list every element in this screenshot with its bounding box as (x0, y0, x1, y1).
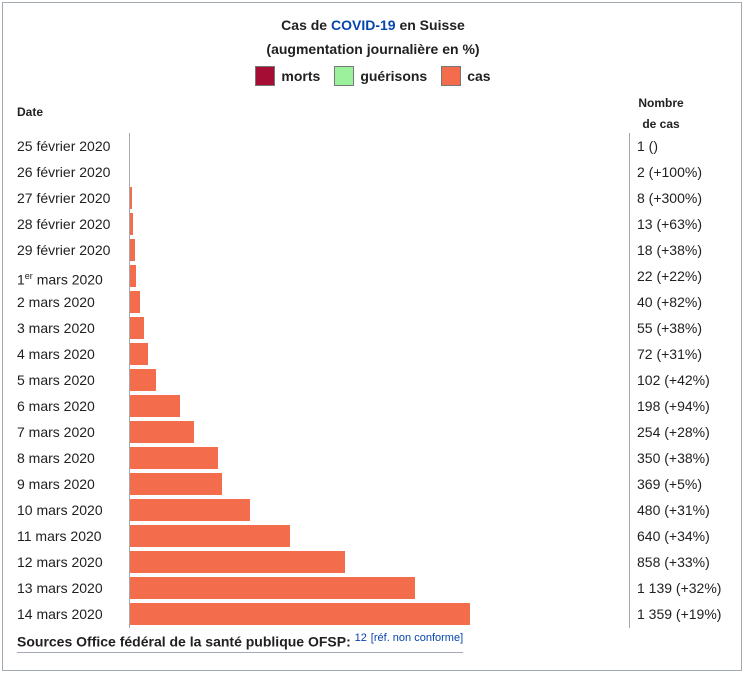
row-date: 11 mars 2020 (17, 528, 102, 544)
bar-cas (130, 239, 135, 261)
bar-cas (130, 499, 251, 521)
row-date-rest: mars 2020 (32, 271, 103, 288)
row-date: 1er mars 2020 (17, 263, 103, 289)
row-date: 10 mars 2020 (17, 502, 103, 518)
bar-cas (130, 395, 180, 417)
axis-left-line (129, 133, 130, 628)
legend-swatch-cas (441, 66, 462, 86)
bar-cas (130, 551, 345, 573)
row-value-label: 8 (+300%) (637, 190, 702, 206)
row-date: 14 mars 2020 (17, 606, 103, 622)
row-value-label: 254 (+28%) (637, 424, 710, 440)
bar-cas (130, 447, 218, 469)
bar-cas (130, 265, 136, 287)
row-value-label: 13 (+63%) (637, 216, 702, 232)
bar-cas (130, 421, 194, 443)
row-date: 26 février 2020 (17, 164, 111, 180)
legend-item-morts: morts (255, 66, 320, 86)
row-date: 12 mars 2020 (17, 554, 103, 570)
row-value-label: 198 (+94%) (637, 398, 710, 414)
row-value-label: 72 (+31%) (637, 346, 702, 362)
axis-right-line (629, 133, 630, 628)
bar-cas (130, 369, 156, 391)
row-date: 29 février 2020 (17, 242, 111, 258)
row-date: 4 mars 2020 (17, 346, 95, 362)
legend-label-morts: morts (281, 68, 321, 84)
bar-cas (130, 577, 415, 599)
bar-cas (130, 473, 223, 495)
bar-cas (130, 603, 470, 625)
legend-swatch-morts (255, 66, 276, 86)
bar-cas (130, 213, 134, 235)
chart-subtitle: (augmentation journalière en %) (266, 41, 480, 57)
legend-item-guerisons: guérisons (334, 66, 427, 86)
bar-cas (130, 317, 144, 339)
row-date: 27 février 2020 (17, 190, 111, 206)
legend-swatch-guerisons (334, 66, 355, 86)
row-value-label: 1 139 (+32%) (637, 580, 722, 596)
sources-line: Sources Office fédéral de la santé publi… (17, 632, 464, 653)
chart-title: Cas de COVID-19 en Suisse (0, 17, 746, 33)
sources-ref-number[interactable]: 12 (354, 632, 367, 644)
header-date: Date (17, 105, 44, 119)
row-date: 13 mars 2020 (17, 580, 103, 596)
row-value-label: 22 (+22%) (637, 268, 702, 284)
row-value-label: 350 (+38%) (637, 450, 710, 466)
sources-ref-note[interactable]: [réf. non conforme] (370, 632, 464, 644)
row-value-label: 55 (+38%) (637, 320, 702, 336)
row-value-label: 2 (+100%) (637, 164, 702, 180)
row-value-label: 640 (+34%) (637, 528, 710, 544)
row-date: 7 mars 2020 (17, 424, 95, 440)
title-prefix: Cas de (281, 17, 331, 33)
row-date: 8 mars 2020 (17, 450, 95, 466)
row-value-label: 480 (+31%) (637, 502, 710, 518)
bar-cas (130, 291, 140, 313)
row-date: 28 février 2020 (17, 216, 111, 232)
legend-label-cas: cas (467, 68, 491, 84)
header-count-line2: de cas (642, 117, 680, 131)
bar-cas (130, 343, 148, 365)
row-date: 2 mars 2020 (17, 294, 95, 310)
header-count-line1: Nombre (638, 96, 684, 110)
legend-label-guerisons: guérisons (360, 68, 428, 84)
row-value-label: 1 () (637, 138, 658, 154)
bar-cas (130, 187, 132, 209)
row-date-sup: er (24, 271, 33, 281)
row-value-label: 40 (+82%) (637, 294, 702, 310)
row-date: 6 mars 2020 (17, 398, 95, 414)
bar-cas (130, 525, 291, 547)
row-value-label: 102 (+42%) (637, 372, 710, 388)
row-value-label: 369 (+5%) (637, 476, 702, 492)
row-date-day: 1 (17, 271, 25, 288)
row-value-label: 858 (+33%) (637, 554, 710, 570)
covid-link[interactable]: COVID-19 (330, 17, 396, 33)
row-value-label: 1 359 (+19%) (637, 606, 722, 622)
title-suffix: en Suisse (395, 17, 465, 33)
legend: morts guérisons cas (0, 66, 746, 86)
row-date: 3 mars 2020 (17, 320, 95, 336)
row-date: 25 février 2020 (17, 138, 111, 154)
sources-label: Sources Office fédéral de la santé publi… (17, 633, 351, 650)
row-date: 5 mars 2020 (17, 372, 95, 388)
row-value-label: 18 (+38%) (637, 242, 702, 258)
row-date: 9 mars 2020 (17, 476, 95, 492)
legend-item-cas: cas (441, 66, 491, 86)
